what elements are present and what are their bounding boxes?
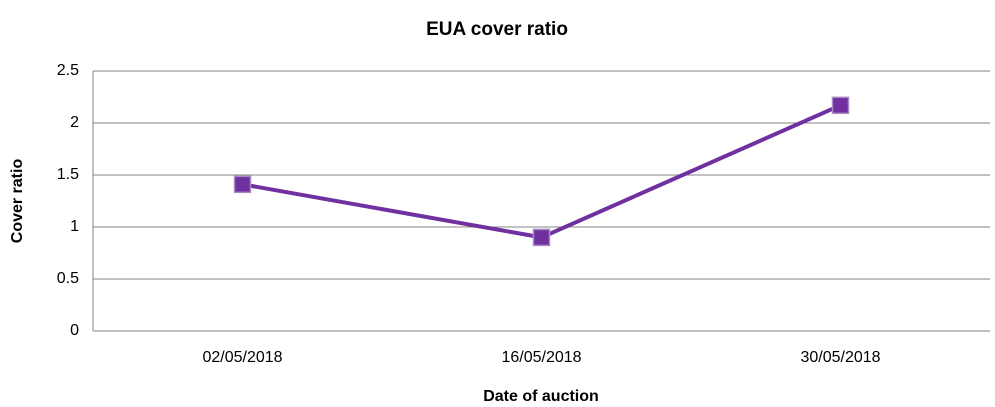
y-tick-label: 2 <box>70 114 79 131</box>
x-tick-label: 02/05/2018 <box>202 349 282 366</box>
y-tick-label: 1.5 <box>57 166 79 183</box>
x-tick-label: 16/05/2018 <box>501 349 581 366</box>
line <box>242 103 842 240</box>
marker <box>233 175 252 194</box>
y-tick-label: 0 <box>70 322 79 339</box>
y-tick-label: 1 <box>70 218 79 235</box>
x-tick-label: 30/05/2018 <box>800 349 880 366</box>
marker <box>831 96 850 115</box>
x-axis-label: Date of auction <box>483 388 599 405</box>
y-tick-label: 0.5 <box>57 270 79 287</box>
y-tick-label: 2.5 <box>57 62 79 79</box>
marker <box>532 228 551 247</box>
chart-title: EUA cover ratio <box>426 19 568 40</box>
y-axis-label: Cover ratio <box>9 159 26 244</box>
